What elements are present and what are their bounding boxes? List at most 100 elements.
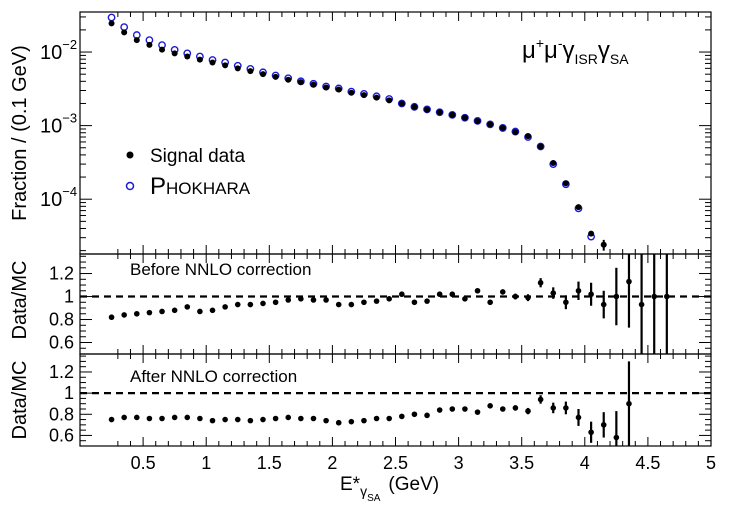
signal-data-point xyxy=(196,56,203,63)
ratio-point xyxy=(121,414,127,421)
signal-data-point xyxy=(335,86,342,93)
ratio-point xyxy=(613,293,620,300)
mark-layer xyxy=(80,13,711,446)
signal-data-point xyxy=(562,180,569,187)
signal-data-point xyxy=(108,20,115,27)
signal-data-point xyxy=(487,121,494,128)
ratio-point xyxy=(121,312,127,318)
ratio-point xyxy=(474,409,481,415)
ratio-point xyxy=(386,296,392,302)
signal-data-point xyxy=(588,230,595,237)
signal-data-point xyxy=(259,71,266,78)
ratio-point xyxy=(348,301,355,308)
process-label: μ+μ-γISRγSA xyxy=(522,35,629,67)
ratio-point xyxy=(499,289,506,295)
x-axis-title: E*γSA(GeV) xyxy=(340,474,439,504)
signal-data-point xyxy=(222,62,229,69)
ratio-point xyxy=(373,298,380,304)
x-tick-label: 4 xyxy=(580,453,590,473)
x-tick-label: 0.5 xyxy=(131,453,156,473)
legend-marker-signal-data xyxy=(126,151,134,159)
ratio-point xyxy=(310,297,317,303)
signal-data-point xyxy=(146,41,153,48)
ratio-point xyxy=(386,415,392,422)
x-tick-label: 2 xyxy=(327,453,337,473)
ratio-point xyxy=(133,310,140,317)
ratio-point xyxy=(512,405,519,411)
phokhara-point xyxy=(107,13,116,22)
ratio-point xyxy=(361,299,367,306)
ratio-point xyxy=(298,415,304,422)
ratio-after-ylabel: Data/MC xyxy=(9,361,31,440)
signal-data-point xyxy=(310,81,317,88)
ratio-point xyxy=(197,415,203,422)
ratio-point xyxy=(600,301,607,308)
ratio-point xyxy=(664,293,670,300)
y-tick-label: 0.8 xyxy=(49,310,74,330)
signal-data-point xyxy=(121,29,128,36)
ratio-point xyxy=(651,293,658,300)
signal-data-point xyxy=(209,59,216,66)
ratio-point xyxy=(335,419,342,426)
ratio-point xyxy=(133,414,140,421)
y-tick-label: 10−3 xyxy=(40,111,77,138)
x-tick-label: 4.5 xyxy=(635,453,660,473)
ratio-point xyxy=(272,415,279,422)
ratio-point xyxy=(512,293,519,300)
ratio-point xyxy=(411,299,418,306)
signal-data-point xyxy=(499,124,506,131)
ratio-point xyxy=(159,308,165,315)
y-tick-label: 10−4 xyxy=(40,184,77,211)
signal-data-point xyxy=(411,103,418,110)
ratio-point xyxy=(184,304,191,310)
ratio-point xyxy=(234,416,241,423)
ratio-point xyxy=(550,405,557,411)
ratio-before-ylabel: Data/MC xyxy=(9,261,31,340)
ratio-point xyxy=(260,416,266,423)
signal-data-point xyxy=(171,50,178,57)
ratio-point xyxy=(462,406,468,412)
ratio-point xyxy=(537,396,544,403)
signal-data-point xyxy=(525,133,532,140)
ratio-point xyxy=(298,296,304,302)
ratio-point xyxy=(487,403,493,409)
spectrum-ylabel: Fraction / (0.1 GeV) xyxy=(9,45,31,221)
signal-data-point xyxy=(398,100,405,107)
x-tick-label: 3 xyxy=(454,453,464,473)
ratio-point xyxy=(613,434,620,441)
x-tick-label: 1.5 xyxy=(257,453,282,473)
ratio-point xyxy=(108,416,115,423)
ratio-before-annotation: Before NNLO correction xyxy=(130,260,311,279)
legend-label-signal-data: Signal data xyxy=(150,146,246,167)
ratio-point xyxy=(184,414,191,421)
ratio-point xyxy=(411,411,418,418)
ratio-point xyxy=(462,296,468,302)
y-tick-label: 1.2 xyxy=(49,362,74,382)
ratio-point xyxy=(600,422,607,428)
signal-data-point xyxy=(449,111,456,118)
ratio-point xyxy=(563,405,569,411)
ratio-point xyxy=(487,299,493,306)
signal-data-point xyxy=(247,68,254,75)
ratio-point xyxy=(499,406,506,412)
signal-data-point xyxy=(285,76,292,83)
ratio-point xyxy=(399,413,405,420)
x-tick-label: 2.5 xyxy=(383,453,408,473)
y-tick-label: 0.6 xyxy=(49,425,74,445)
x-tick-label: 5 xyxy=(706,453,716,473)
ratio-point xyxy=(563,299,569,306)
ratio-point xyxy=(424,412,430,419)
ratio-point xyxy=(285,297,292,303)
signal-data-point xyxy=(297,79,304,86)
ratio-point xyxy=(159,415,165,422)
signal-data-point xyxy=(133,37,140,44)
ratio-point xyxy=(310,415,317,422)
ratio-point xyxy=(436,407,443,413)
ratio-point xyxy=(197,308,203,315)
y-tick-label: 1.2 xyxy=(49,264,74,284)
ratio-point xyxy=(222,416,228,423)
signal-data-point xyxy=(386,97,393,104)
ratio-point xyxy=(209,417,216,424)
y-tick-label: 1 xyxy=(64,287,74,307)
signal-data-point xyxy=(550,160,557,167)
